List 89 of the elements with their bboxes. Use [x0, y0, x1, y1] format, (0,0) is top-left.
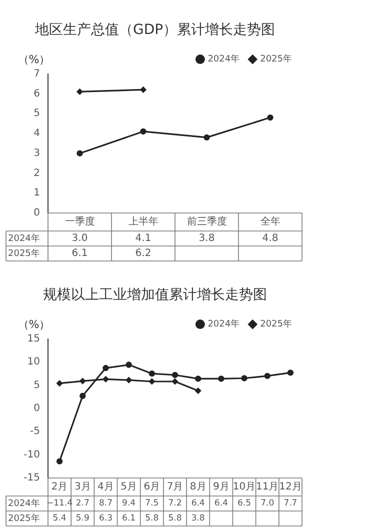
- y-axis-title: （%）: [18, 53, 50, 66]
- data-label: 6.4: [191, 498, 205, 509]
- y-tick-label: -5: [30, 426, 40, 438]
- legend-label: 2025年: [260, 318, 292, 330]
- x-tick-label: 2月: [51, 482, 68, 493]
- data-label: 6.2: [135, 248, 152, 260]
- point: [218, 376, 224, 382]
- point: [172, 378, 178, 385]
- point: [76, 88, 83, 95]
- legend-label: 2024年: [208, 54, 240, 65]
- y-tick-label: 10: [27, 356, 40, 368]
- data-label: 8.7: [98, 498, 112, 509]
- point: [102, 376, 109, 382]
- data-label: 7.5: [145, 498, 159, 509]
- x-tick-label: 6月: [144, 482, 160, 493]
- y-tick-label: -10: [24, 449, 40, 460]
- y-tick-label: 0: [34, 208, 40, 219]
- point: [194, 388, 202, 394]
- data-label: 2.7: [76, 498, 90, 509]
- point: [80, 392, 86, 399]
- point: [172, 372, 178, 378]
- y-tick-label: 3: [34, 148, 40, 159]
- point: [140, 128, 146, 135]
- point: [148, 370, 156, 377]
- data-label: 6.4: [214, 498, 228, 509]
- x-tick-label: 5月: [120, 482, 138, 493]
- data-label: 4.1: [135, 233, 152, 244]
- data-label: 7.0: [260, 498, 274, 509]
- x-tick-label: 7月: [166, 482, 184, 493]
- point: [76, 150, 83, 156]
- point: [56, 458, 63, 464]
- x-tick-label: 10月: [232, 482, 256, 493]
- point: [204, 134, 210, 141]
- text: 2024年: [8, 234, 40, 244]
- x-tick-label: 一季度: [64, 216, 95, 228]
- data-label: 6.1: [122, 514, 136, 524]
- point: [148, 378, 156, 385]
- point: [80, 378, 86, 384]
- data-label: 6.5: [238, 498, 252, 509]
- text: 2024年: [8, 498, 40, 509]
- point: [241, 375, 248, 382]
- data-label: 4.8: [262, 233, 278, 244]
- legend-label: 2025年: [260, 54, 292, 65]
- text: 2025年: [8, 514, 40, 524]
- data-label: 3.8: [191, 514, 205, 524]
- data-label: 5.8: [145, 514, 159, 524]
- x-tick-label: 前三季度: [186, 216, 227, 228]
- y-tick-label: -15: [24, 472, 40, 484]
- y-tick-label: 0: [34, 402, 40, 414]
- y-axis-title: （%）: [18, 318, 50, 332]
- point: [56, 380, 63, 386]
- point: [140, 86, 146, 93]
- point: [194, 376, 202, 382]
- data-label: 7.2: [168, 498, 182, 509]
- y-tick-label: 5: [34, 380, 40, 391]
- x-tick-label: 12月: [279, 482, 302, 493]
- x-tick-label: 11月: [256, 482, 279, 493]
- data-label: 5.8: [168, 514, 182, 524]
- y-tick-label: 15: [27, 333, 40, 344]
- y-tick-label: 4: [34, 128, 40, 140]
- y-tick-label: 5: [34, 108, 40, 120]
- point: [264, 372, 270, 380]
- y-tick-label: 6: [34, 88, 40, 100]
- y-tick-label: 7: [34, 68, 40, 80]
- text: 2025年: [8, 248, 40, 259]
- data-label: 5.4: [52, 514, 66, 524]
- data-label: 5.9: [76, 514, 90, 524]
- point: [126, 376, 132, 384]
- chart-title: 规模以上工业增加值累计增长走势图: [43, 287, 267, 304]
- data-label: 9.4: [122, 498, 136, 509]
- data-label: 6.3: [98, 514, 112, 524]
- data-label: 6.1: [72, 248, 88, 260]
- chart-title: 地区生产总值（GDP）累计增长走势图: [34, 22, 276, 38]
- x-tick-label: 8月: [190, 482, 206, 493]
- y-tick-label: 1: [34, 188, 40, 199]
- y-tick-label: 2: [34, 168, 40, 179]
- legend-label: 2024年: [208, 318, 240, 330]
- point: [126, 362, 132, 368]
- point: [267, 114, 274, 121]
- data-label: 3.0: [72, 233, 88, 244]
- x-tick-label: 3月: [74, 482, 91, 493]
- x-tick-label: 全年: [260, 216, 280, 228]
- point: [102, 364, 109, 372]
- data-label: 7.7: [284, 498, 298, 509]
- x-tick-label: 9月: [212, 482, 230, 493]
- x-tick-label: 4月: [98, 482, 114, 493]
- data-label: 3.8: [198, 233, 215, 244]
- x-tick-label: 上半年: [128, 216, 158, 228]
- point: [287, 370, 294, 376]
